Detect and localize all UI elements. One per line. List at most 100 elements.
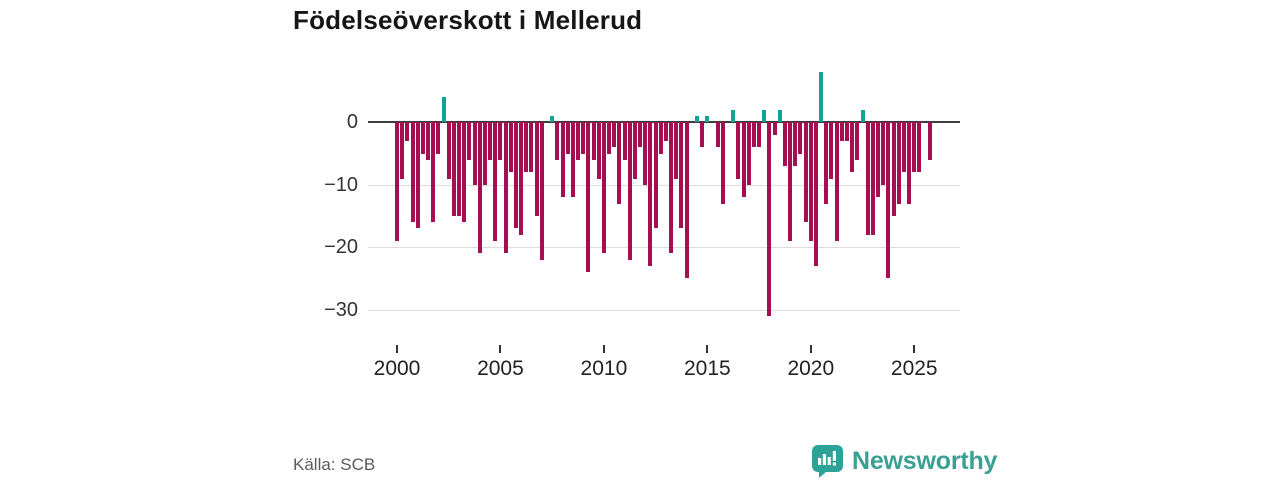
bar	[746, 122, 751, 185]
bar	[674, 122, 679, 179]
bar	[627, 122, 632, 260]
bar	[441, 97, 446, 123]
bar	[731, 109, 736, 123]
chart-title: Födelseöverskott i Mellerud	[293, 5, 643, 35]
bar	[700, 122, 705, 148]
x-tick-label: 2025	[890, 357, 938, 380]
bar	[777, 109, 782, 123]
bar	[596, 122, 601, 179]
bar	[762, 109, 767, 123]
x-tick-mark	[913, 345, 916, 353]
bar	[798, 122, 803, 154]
bar	[907, 122, 912, 204]
bar	[803, 122, 808, 223]
bar	[560, 122, 565, 198]
bar	[813, 122, 818, 266]
bar	[850, 122, 855, 173]
bar	[508, 122, 513, 173]
brand-wordmark: Newsworthy	[852, 446, 998, 475]
bar	[772, 122, 777, 135]
bar	[679, 122, 684, 229]
bar	[860, 109, 865, 123]
x-tick-mark	[602, 345, 605, 353]
bar	[865, 122, 870, 235]
bar	[570, 122, 575, 198]
bar	[808, 122, 813, 241]
bar	[601, 122, 606, 254]
bar	[705, 116, 710, 123]
x-tick-label: 2010	[580, 357, 628, 380]
x-tick-label: 2000	[373, 357, 421, 380]
bar	[870, 122, 875, 235]
bar	[436, 122, 441, 154]
bar	[555, 122, 560, 160]
y-tick-label: −30	[324, 298, 358, 321]
bar	[658, 122, 663, 154]
bar	[581, 122, 586, 154]
bar	[632, 122, 637, 179]
bar	[622, 122, 627, 160]
bar	[767, 122, 772, 316]
bar	[617, 122, 622, 204]
bar	[881, 122, 886, 185]
bar	[876, 122, 881, 198]
bar	[493, 122, 498, 241]
bar	[405, 122, 410, 142]
plot-area	[368, 60, 960, 322]
bar	[669, 122, 674, 254]
bar	[420, 122, 425, 154]
gridline	[368, 309, 960, 311]
bar	[751, 122, 756, 148]
x-tick-label: 2005	[477, 357, 524, 380]
bar	[607, 122, 612, 154]
bar	[519, 122, 524, 235]
bar	[845, 122, 850, 142]
y-tick-label: −20	[324, 236, 358, 259]
bar	[829, 122, 834, 179]
bar	[586, 122, 591, 273]
bar	[643, 122, 648, 185]
gridline	[368, 247, 960, 249]
bar	[638, 122, 643, 148]
x-tick-mark	[499, 345, 502, 353]
y-tick-label: 0	[346, 111, 358, 134]
bar	[648, 122, 653, 266]
bar	[896, 122, 901, 204]
bar	[824, 122, 829, 204]
bar	[477, 122, 482, 254]
bar	[855, 122, 860, 160]
bar	[488, 122, 493, 160]
bar	[426, 122, 431, 160]
bar	[901, 122, 906, 173]
bar	[400, 122, 405, 179]
bar	[482, 122, 487, 185]
bar	[736, 122, 741, 179]
x-tick-label: 2015	[683, 357, 731, 380]
x-tick-mark	[396, 345, 398, 353]
bar	[788, 122, 793, 241]
bar	[431, 122, 436, 223]
bar	[695, 116, 699, 123]
bar	[550, 116, 555, 123]
bar	[684, 122, 689, 279]
bar	[839, 122, 844, 142]
bar	[663, 122, 668, 142]
bar	[472, 122, 477, 185]
bar	[565, 122, 570, 154]
bar	[720, 122, 725, 204]
bar	[498, 122, 503, 160]
bar	[834, 122, 839, 241]
bar	[467, 122, 472, 160]
bar	[462, 122, 467, 223]
bar	[529, 122, 534, 173]
bar	[503, 122, 508, 254]
bar	[576, 122, 581, 160]
bar	[782, 122, 787, 167]
bar	[912, 122, 917, 173]
y-tick-label: −10	[324, 173, 358, 196]
bar	[410, 122, 415, 223]
source-label: Källa: SCB	[293, 455, 376, 474]
bar	[457, 122, 462, 216]
bar	[534, 122, 539, 216]
bar	[591, 122, 596, 160]
